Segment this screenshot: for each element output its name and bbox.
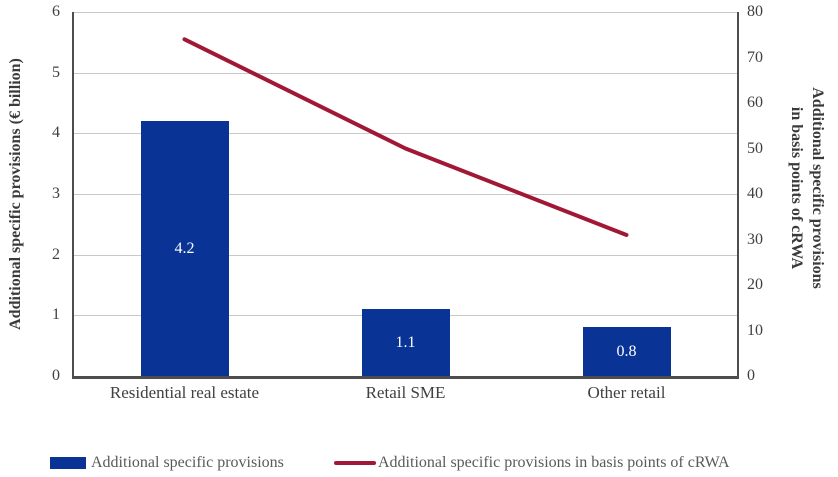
legend-item-provisions: Additional specific provisions: [50, 452, 284, 474]
left-axis-tick-label: 3: [52, 185, 60, 202]
legend-label-provisions: Additional specific provisions: [91, 454, 284, 471]
category-label: Other retail: [587, 383, 666, 402]
left-axis-tick-label: 5: [52, 63, 60, 81]
basis-points-line: [182, 37, 629, 237]
bar-value-label: 1.1: [395, 333, 416, 351]
bar-value-label: 4.2: [174, 239, 195, 257]
right-axis-tick-label: 60: [747, 94, 763, 111]
bar-retail-sme: 1.1: [361, 309, 450, 376]
right-axis-title: Additional specific provisions in basis …: [785, 87, 827, 289]
left-axis-tick-label: 6: [52, 3, 60, 20]
line-series-svg: [182, 37, 629, 237]
legend-label-basis-points: Additional specific provisions in basis …: [378, 454, 730, 471]
category-label: Residential real estate: [109, 383, 260, 402]
right-axis-tick-label: 40: [747, 185, 763, 202]
right-axis-title-line1: Additional specific provisions: [808, 87, 826, 289]
right-axis-tick-label: 80: [747, 3, 763, 20]
gridline: [74, 72, 737, 74]
right-axis-tick-label: 20: [747, 276, 763, 293]
gridline: [74, 194, 737, 195]
left-axis-tick-label: 4: [52, 124, 60, 142]
category-label: Retail SME: [365, 383, 446, 402]
left-axis-tick-label: 1: [52, 306, 60, 324]
bar-other-retail: 0.8: [582, 327, 671, 376]
plot-area: 4.2 1.1 0.8: [72, 12, 739, 379]
bar-value-label: 0.8: [616, 342, 637, 360]
right-axis-tick-label: 70: [747, 48, 763, 66]
right-axis-tick-label: 10: [747, 321, 763, 339]
left-axis-tick-label: 2: [52, 245, 60, 263]
legend-line-swatch-icon: [334, 461, 376, 465]
right-axis-tick-label: 50: [747, 139, 763, 157]
gridline: [74, 12, 737, 13]
gridline: [74, 254, 737, 256]
bar-residential-real-estate: 4.2: [140, 121, 229, 376]
right-axis-tick-label: 30: [747, 230, 763, 248]
left-axis-tick-label: 0: [52, 367, 60, 384]
right-axis-tick-label: 0: [747, 367, 755, 384]
legend-item-basis-points: Additional specific provisions in basis …: [334, 452, 730, 474]
legend-bar-swatch-icon: [50, 457, 86, 469]
gridline: [74, 133, 737, 135]
right-axis-title-line2: in basis points of cRWA: [788, 106, 805, 270]
